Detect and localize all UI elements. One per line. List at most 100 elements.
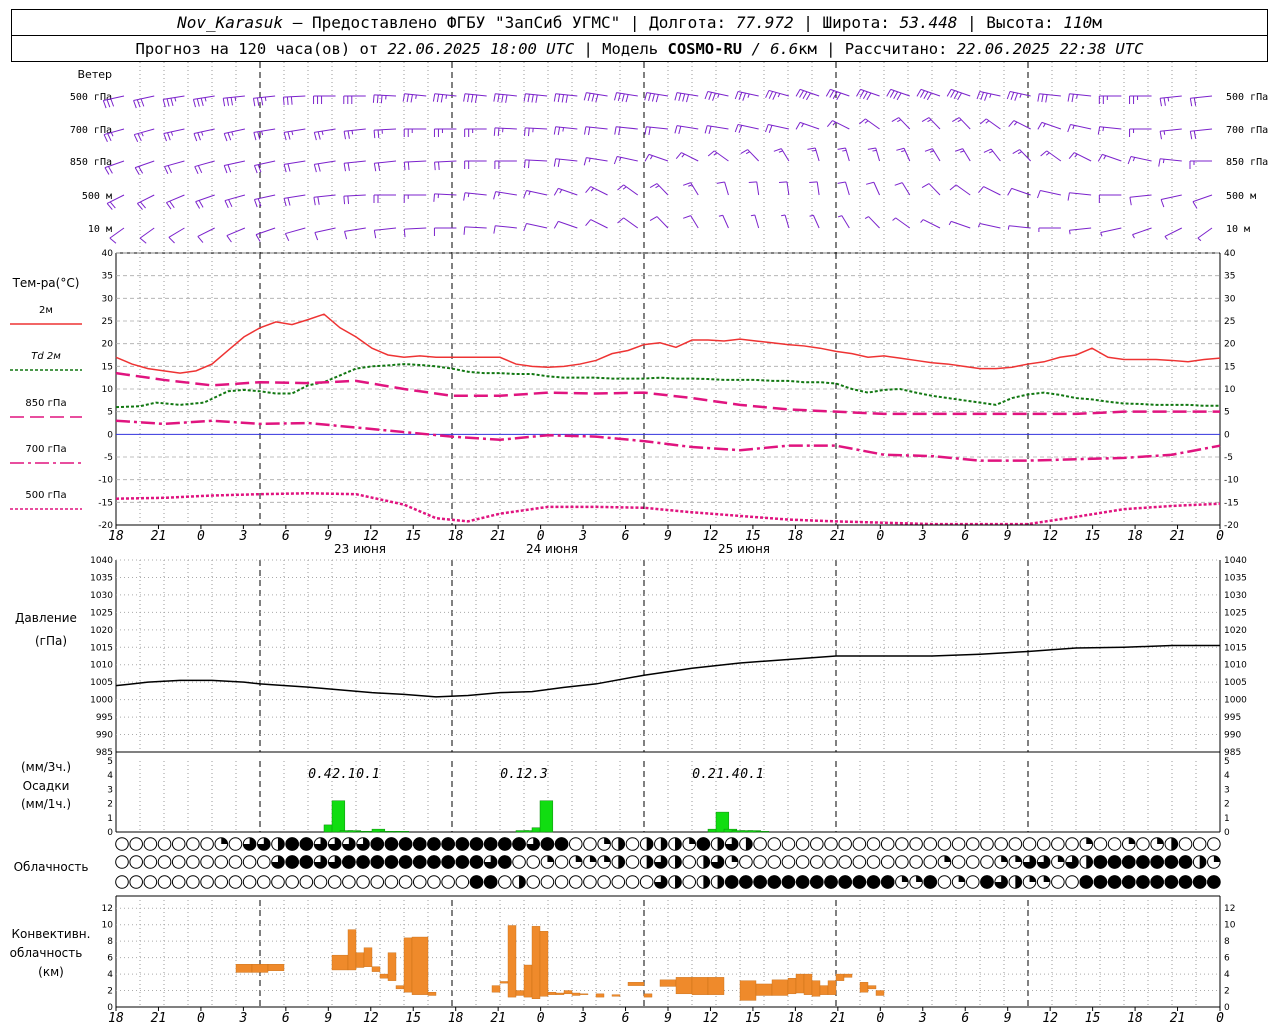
wind-barb-flag xyxy=(282,97,285,106)
wind-barb-flag xyxy=(1037,190,1041,199)
model-name: COSMO-RU xyxy=(667,39,743,58)
wind-barb-half xyxy=(1162,159,1165,164)
convective-bar xyxy=(795,973,805,994)
wind-barb-flag xyxy=(678,126,682,135)
cloud-symbol-lower xyxy=(498,875,512,889)
wind-barb-half xyxy=(781,214,786,217)
time-axis-top-label: 9 xyxy=(324,529,332,544)
wind-barb-flag xyxy=(467,94,470,103)
wind-barb-flag xyxy=(1163,97,1166,106)
cloud-fill-full xyxy=(356,855,370,869)
wind-barb-flag xyxy=(193,133,198,142)
wind-barb-shaft xyxy=(873,182,881,196)
wind-barb-flag xyxy=(347,162,350,171)
cloud-fill-full xyxy=(795,875,810,889)
cloud-circle xyxy=(257,855,271,869)
wind-barb-half xyxy=(1164,236,1168,240)
pres-ytick-right: 995 xyxy=(1224,713,1241,723)
wind-barb-shaft xyxy=(253,128,276,133)
cloud-fill-full xyxy=(412,837,427,851)
cloud-symbol-lower xyxy=(455,875,470,889)
cloud-circle xyxy=(115,837,129,851)
wind-barb-shaft xyxy=(194,160,215,168)
wind-barb-half xyxy=(1042,123,1046,128)
wind-barb-half xyxy=(1074,153,1078,158)
wind-barb-shaft xyxy=(714,150,729,162)
cloud-circle xyxy=(781,855,796,869)
cloud-symbol-lower xyxy=(200,875,214,889)
prec-ytick-right: 4 xyxy=(1224,771,1230,781)
wind-barb-flag xyxy=(257,198,262,207)
wind-barb-flag xyxy=(674,125,678,134)
precip-total-label: 0.1 xyxy=(356,767,379,782)
temp-ytick-right: 10 xyxy=(1224,385,1236,395)
time-axis-bottom-label: 6 xyxy=(622,1011,630,1024)
wind-barb-flag xyxy=(1006,91,1011,100)
cloud-fill-quarter xyxy=(575,855,583,862)
time-axis-top-label: 0 xyxy=(876,529,884,544)
cloud-symbol-lower xyxy=(384,875,399,889)
latitude-label: | Широта: xyxy=(793,13,900,32)
cloud-fill-full xyxy=(1207,875,1221,889)
wind-barb-half xyxy=(864,120,869,124)
wind-barb-shaft xyxy=(139,227,155,239)
wind-barb-half xyxy=(110,132,114,137)
wind-barb-flag xyxy=(894,182,903,186)
wind-barb-shaft xyxy=(166,194,185,204)
wind-barb-flag xyxy=(734,124,739,133)
cloud-fill-full xyxy=(1121,875,1136,889)
wind-level-label-right: 700 гПа xyxy=(1226,125,1268,136)
cloud-fill-three-quarter xyxy=(1023,855,1036,869)
wind-barb-flag xyxy=(313,197,316,206)
cloud-circle xyxy=(186,855,200,869)
pressure-title: Давление xyxy=(15,611,77,625)
wind-barb-flag xyxy=(896,92,902,101)
wind-barb-flag xyxy=(170,98,174,107)
wind-barb-flag xyxy=(591,93,595,102)
convective-bar xyxy=(787,977,797,995)
convective-bar xyxy=(251,964,269,973)
cloud-symbol-middle xyxy=(951,855,966,869)
wind-barb-shaft xyxy=(164,160,185,168)
wind-barb-flag xyxy=(168,236,175,244)
wind-barb-half xyxy=(778,150,783,153)
pres-ytick-left: 1000 xyxy=(90,696,113,706)
cloud-circle xyxy=(583,837,597,851)
wind-barb-shaft xyxy=(1041,121,1062,130)
temp-ytick-left: -10 xyxy=(98,476,113,486)
cloud-symbol-lower xyxy=(838,875,852,889)
cloud-symbol-upper xyxy=(228,837,243,851)
wind-barb-flag xyxy=(107,133,112,142)
temp-legend-label-t500: 500 гПа xyxy=(25,490,66,501)
temp-series-t700 xyxy=(115,419,1221,462)
cloud-symbol-upper xyxy=(1121,837,1136,851)
cloud-fill-full xyxy=(469,875,484,889)
wind-barb-shaft xyxy=(1102,153,1122,162)
wind-barb-flag xyxy=(527,160,530,169)
wind-barb-shaft xyxy=(404,160,427,163)
wind-barb-flag xyxy=(553,158,557,167)
wind-barb-flag xyxy=(716,181,725,184)
pres-ytick-right: 1020 xyxy=(1224,626,1247,636)
cloud-symbol-lower xyxy=(639,875,654,889)
cloud-symbol-lower xyxy=(271,875,285,889)
cloud-symbol-middle xyxy=(327,855,342,869)
cloud-circle xyxy=(313,875,328,889)
wind-barb-flag xyxy=(614,126,617,135)
time-axis-top-label: 21 xyxy=(1170,529,1186,544)
cloud-fill-full xyxy=(455,855,470,869)
wind-barb-shaft xyxy=(1164,227,1183,237)
pres-ytick-right: 990 xyxy=(1224,731,1241,741)
cloud-circle xyxy=(951,837,966,851)
cloud-symbol-middle xyxy=(129,855,143,869)
wind-barb-shaft xyxy=(434,160,457,163)
cloud-circle xyxy=(129,837,143,851)
wind-barb-shaft xyxy=(255,227,276,236)
wind-barb-flag xyxy=(373,130,376,139)
precip-bar xyxy=(715,811,730,833)
wind-barb-half xyxy=(351,130,354,135)
cloud-circle xyxy=(228,875,243,889)
cloud-circle xyxy=(143,855,158,869)
cloud-fill-quarter xyxy=(1128,837,1136,844)
